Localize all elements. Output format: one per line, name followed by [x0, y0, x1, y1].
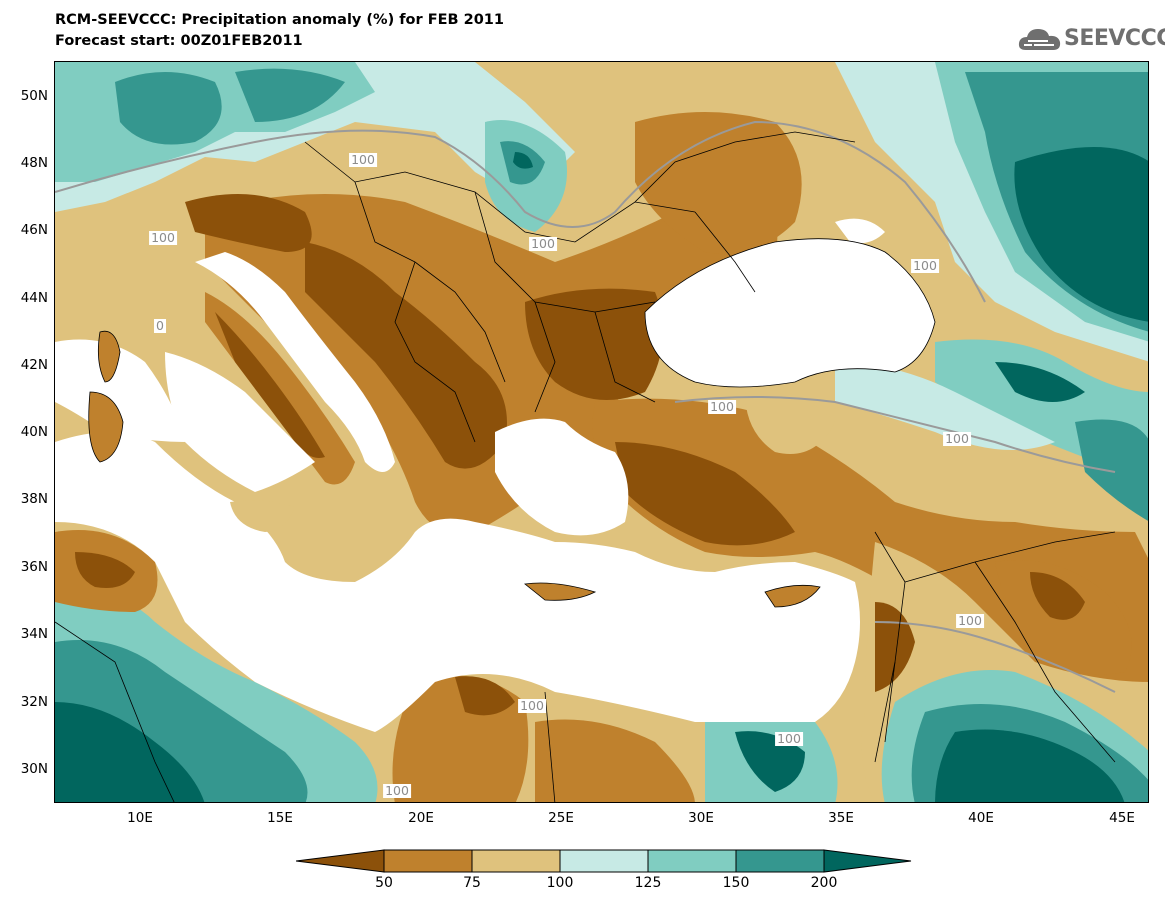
cloud-icon: [1018, 29, 1061, 50]
lon-label-35e: 35E: [828, 810, 854, 826]
coastlines: [88, 238, 936, 608]
field-east-teal: [1075, 419, 1148, 521]
field-libya-dark: [455, 676, 515, 716]
lat-label-50n: 50N: [20, 88, 48, 104]
field-caucasus-dark: [995, 362, 1085, 402]
contour-100-north: [55, 120, 986, 303]
lat-label-30n: 30N: [20, 761, 48, 777]
contour-label: 100: [149, 230, 177, 245]
colorbar-label: 100: [546, 875, 574, 891]
contour-label: 100: [383, 783, 411, 798]
field-egypt-brown: [535, 719, 695, 802]
field-ne-dark-teal: [1014, 147, 1148, 322]
contour-label: 100: [518, 698, 546, 713]
field-carpathian-core: [513, 152, 533, 169]
field-anatolia-brown: [592, 398, 1148, 682]
field-alps-dark: [185, 194, 312, 252]
lat-label-40n: 40N: [20, 424, 48, 440]
lat-label-42n: 42N: [20, 357, 48, 373]
contour-label: 100: [349, 152, 377, 167]
map-title: RCM-SEEVCCC: Precipitation anomaly (%) f…: [55, 12, 504, 28]
lon-label-15e: 15E: [267, 810, 293, 826]
colorbar-segment-75-100: [471, 849, 561, 873]
colorbar-segment-150-200: [735, 849, 825, 873]
lon-label-45e: 45E: [1109, 810, 1135, 826]
precipitation-anomaly-map: 100 100 100 100 100 100 100 100 100 100 …: [54, 61, 1149, 803]
island-sardinia: [88, 392, 123, 462]
colorbar-label: 125: [634, 875, 662, 891]
sea-azov: [835, 218, 885, 244]
lat-label-48n: 48N: [20, 155, 48, 171]
contour-label: 100: [911, 258, 939, 273]
lon-label-25e: 25E: [548, 810, 574, 826]
contour-label: 100: [775, 731, 803, 746]
field-turkey-ne-pale: [835, 362, 1055, 450]
field-italy-dark: [215, 312, 325, 458]
lat-label-32n: 32N: [20, 694, 48, 710]
field-germany-teal: [235, 68, 345, 122]
field-anatolia-dark: [615, 442, 795, 546]
island-corsica: [98, 331, 120, 382]
logo-text: SEEVCCC: [1064, 26, 1165, 51]
lon-label-10e: 10E: [127, 810, 153, 826]
colorbar-label: 75: [463, 875, 481, 891]
contour-label: 100: [956, 613, 984, 628]
colorbar-segment-125-150: [647, 849, 737, 873]
field-nafrica-dark: [55, 702, 205, 802]
lat-label-34n: 34N: [20, 626, 48, 642]
field-iraq-dark: [1030, 572, 1085, 620]
island-sicily: [230, 500, 295, 532]
contour-label: 100: [943, 431, 971, 446]
island-crete: [525, 583, 595, 601]
field-ukraine-brown: [635, 112, 802, 254]
lat-label-46n: 46N: [20, 222, 48, 238]
colorbar-label: 150: [722, 875, 750, 891]
forecast-start-subtitle: Forecast start: 00Z01FEB2011: [55, 33, 303, 49]
contour-label: 100: [529, 236, 557, 251]
field-alps-north-teal: [115, 72, 222, 145]
lon-label-30e: 30E: [688, 810, 714, 826]
field-dinaric-dark: [305, 242, 507, 469]
field-arabia-dark-teal: [935, 729, 1125, 802]
colorbar-label: 50: [375, 875, 393, 891]
contour-100-anatolia: [674, 396, 1116, 473]
sea-mediterranean: [55, 432, 860, 732]
colorbar-segment-50-75: [383, 849, 473, 873]
contour-label: 0: [154, 318, 166, 333]
field-anatolia-tan: [745, 390, 835, 454]
colorbar-segment-below-50: [296, 849, 385, 873]
seevccc-logo: SEEVCCC: [1018, 24, 1165, 56]
colorbar: [296, 849, 912, 873]
field-sinai-dark: [735, 731, 805, 792]
contour-100-levant: [874, 621, 1116, 693]
field-tunisia-dark: [75, 552, 135, 588]
field-italy-brown: [205, 292, 355, 485]
lat-label-36n: 36N: [20, 559, 48, 575]
map-canvas: [55, 62, 1148, 802]
field-bulgaria-dark: [525, 288, 663, 400]
lat-label-44n: 44N: [20, 290, 48, 306]
field-lebanon-dark: [875, 602, 915, 692]
lon-label-40e: 40E: [968, 810, 994, 826]
political-borders: [55, 131, 1116, 802]
colorbar-label: 200: [810, 875, 838, 891]
lat-label-38n: 38N: [20, 491, 48, 507]
sea-tyrrhenian-west: [55, 339, 185, 442]
sea-black-sea: [645, 238, 935, 387]
colorbar-segment-100-125: [559, 849, 649, 873]
island-cyprus: [765, 585, 820, 607]
sea-aegean: [495, 418, 629, 536]
lon-label-20e: 20E: [408, 810, 434, 826]
sea-tyrrhenian: [165, 352, 315, 492]
sea-adriatic: [195, 252, 395, 472]
contour-label: 100: [708, 399, 736, 414]
colorbar-segment-above-200: [823, 849, 912, 873]
